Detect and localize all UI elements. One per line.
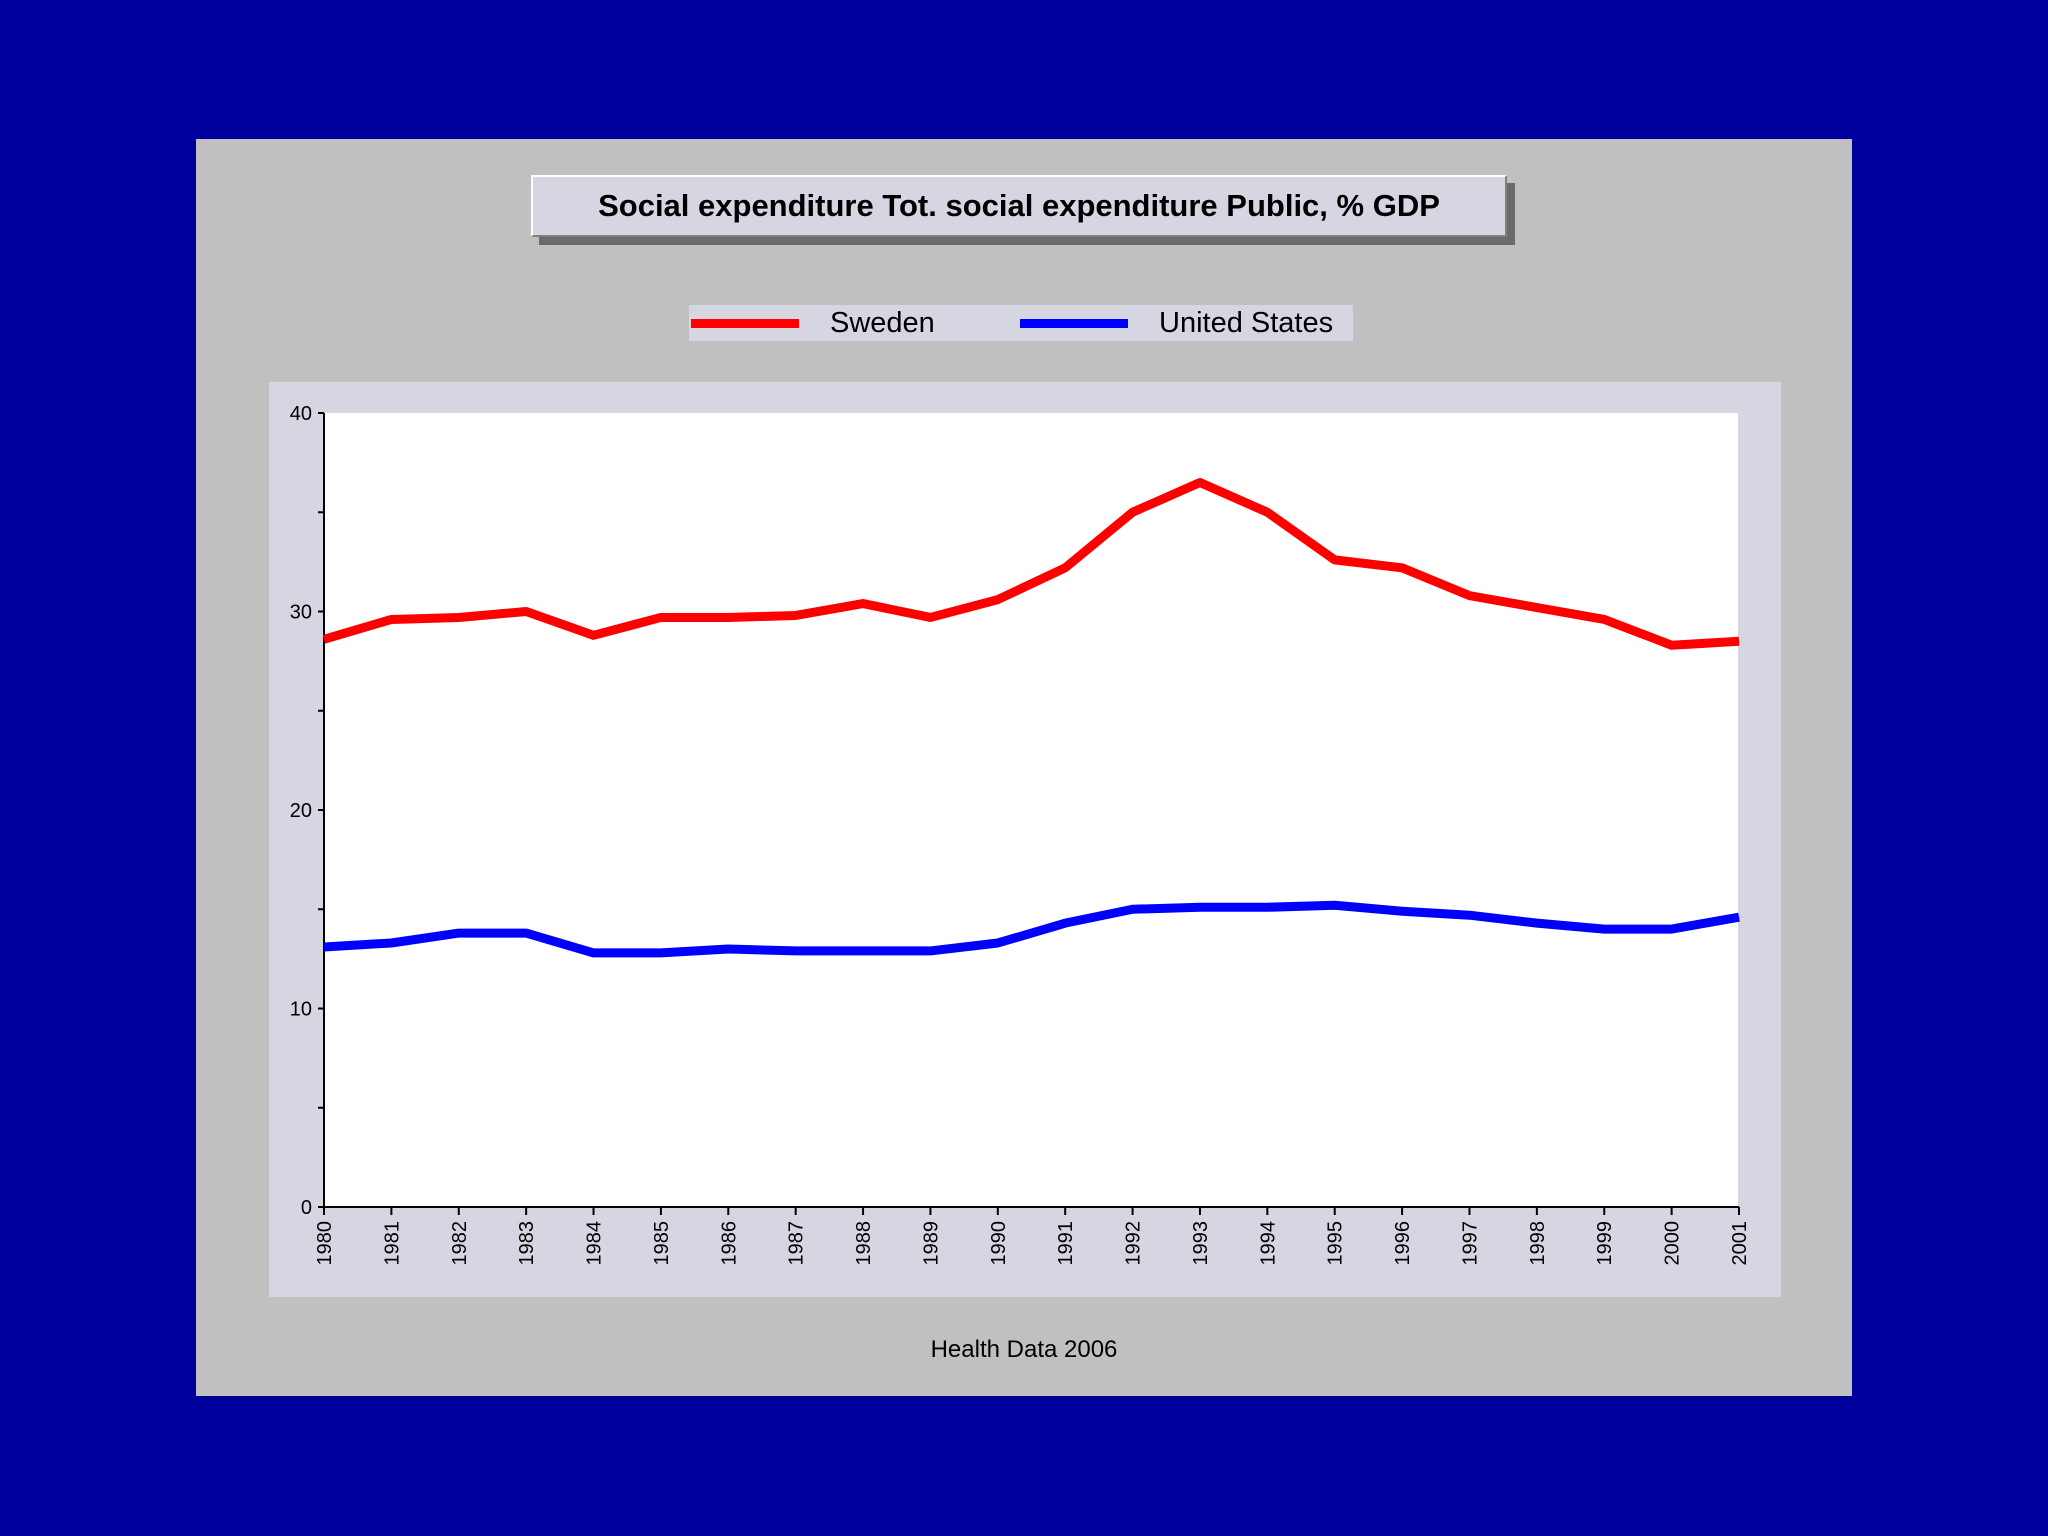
data-point-sweden — [929, 616, 931, 618]
data-point-sweden — [1603, 618, 1605, 620]
x-tick-label: 2000 — [1662, 1221, 1684, 1266]
x-tick-label: 1987 — [786, 1221, 808, 1266]
data-point-sweden — [390, 618, 392, 620]
data-point-united-states — [1468, 914, 1470, 916]
x-tick-label: 1980 — [314, 1221, 336, 1266]
data-point-sweden — [1468, 595, 1470, 597]
data-point-united-states — [1266, 906, 1268, 908]
data-point-united-states — [1536, 922, 1538, 924]
legend-label-sweden: Sweden — [830, 307, 935, 339]
data-point-united-states — [862, 950, 864, 952]
y-tick-label: 20 — [290, 800, 312, 822]
data-point-united-states — [997, 942, 999, 944]
data-point-sweden — [862, 603, 864, 605]
data-point-united-states — [1064, 922, 1066, 924]
data-point-united-states — [525, 932, 527, 934]
x-tick-label: 1983 — [516, 1221, 538, 1266]
x-tick-label: 1999 — [1594, 1221, 1616, 1266]
data-point-sweden — [727, 616, 729, 618]
data-point-united-states — [458, 932, 460, 934]
x-tick-label: 1986 — [718, 1221, 740, 1266]
x-tick-label: 1984 — [584, 1221, 606, 1266]
data-point-united-states — [593, 952, 595, 954]
data-point-united-states — [1671, 928, 1673, 930]
x-tick-label: 1988 — [853, 1221, 875, 1266]
data-point-sweden — [1334, 559, 1336, 561]
x-tick-label: 1994 — [1257, 1221, 1279, 1266]
x-tick-label: 1998 — [1527, 1221, 1549, 1266]
x-tick-label: 1985 — [651, 1221, 673, 1266]
series-line-sweden — [322, 477, 1740, 650]
legend-label-united-states: United States — [1159, 307, 1334, 339]
data-point-sweden — [1266, 511, 1268, 513]
x-tick-label: 1992 — [1123, 1221, 1145, 1266]
data-point-united-states — [1199, 906, 1201, 908]
data-point-united-states — [660, 952, 662, 954]
data-point-united-states — [1334, 904, 1336, 906]
x-tick-label: 1981 — [381, 1221, 403, 1266]
data-point-sweden — [660, 616, 662, 618]
chart-title: Social expenditure Tot. social expenditu… — [531, 175, 1507, 237]
data-point-united-states — [1738, 916, 1740, 918]
data-point-sweden — [795, 614, 797, 616]
x-tick-label: 1995 — [1325, 1221, 1347, 1266]
data-point-united-states — [795, 950, 797, 952]
x-tick-label: 1982 — [449, 1221, 471, 1266]
data-point-sweden — [1536, 607, 1538, 609]
x-tick-label: 2001 — [1729, 1221, 1751, 1266]
legend: Sweden United States — [689, 305, 1353, 341]
data-point-sweden — [1401, 567, 1403, 569]
data-point-sweden — [1671, 644, 1673, 646]
data-point-united-states — [390, 942, 392, 944]
line-chart: 0 10 20 30 40 1980 1981 1982 1983 1984 1985 1986 19… — [290, 403, 1751, 1266]
data-point-united-states — [323, 946, 325, 948]
plot-area — [323, 413, 1738, 1207]
data-point-united-states — [1132, 908, 1134, 910]
data-point-united-states — [727, 948, 729, 950]
data-point-sweden — [593, 634, 595, 636]
y-tick-label: 40 — [290, 403, 312, 425]
x-tick-label: 1993 — [1190, 1221, 1212, 1266]
data-point-sweden — [1132, 511, 1134, 513]
data-point-sweden — [1199, 481, 1201, 483]
series-line-united-states — [323, 900, 1740, 958]
data-point-sweden — [525, 611, 527, 612]
x-tick-label: 1997 — [1459, 1221, 1481, 1266]
x-tick-label: 1990 — [988, 1221, 1010, 1266]
legend-swatch-united-states — [1020, 319, 1128, 328]
x-tick-label: 1996 — [1392, 1221, 1414, 1266]
y-tick-label: 30 — [290, 602, 312, 624]
legend-swatch-sweden — [691, 319, 799, 328]
x-tick-label: 1991 — [1055, 1221, 1077, 1266]
x-tick-label: 1989 — [920, 1221, 942, 1266]
data-point-united-states — [1401, 910, 1403, 912]
y-tick-label: 0 — [301, 1197, 312, 1219]
data-point-sweden — [323, 638, 325, 640]
data-point-sweden — [1738, 640, 1740, 642]
data-point-united-states — [1603, 928, 1605, 930]
data-point-sweden — [997, 599, 999, 601]
y-tick-label: 10 — [290, 999, 312, 1021]
source-note: Health Data 2006 — [930, 1336, 1118, 1363]
data-point-sweden — [458, 616, 460, 618]
data-point-sweden — [1064, 567, 1066, 569]
data-point-united-states — [929, 950, 931, 952]
